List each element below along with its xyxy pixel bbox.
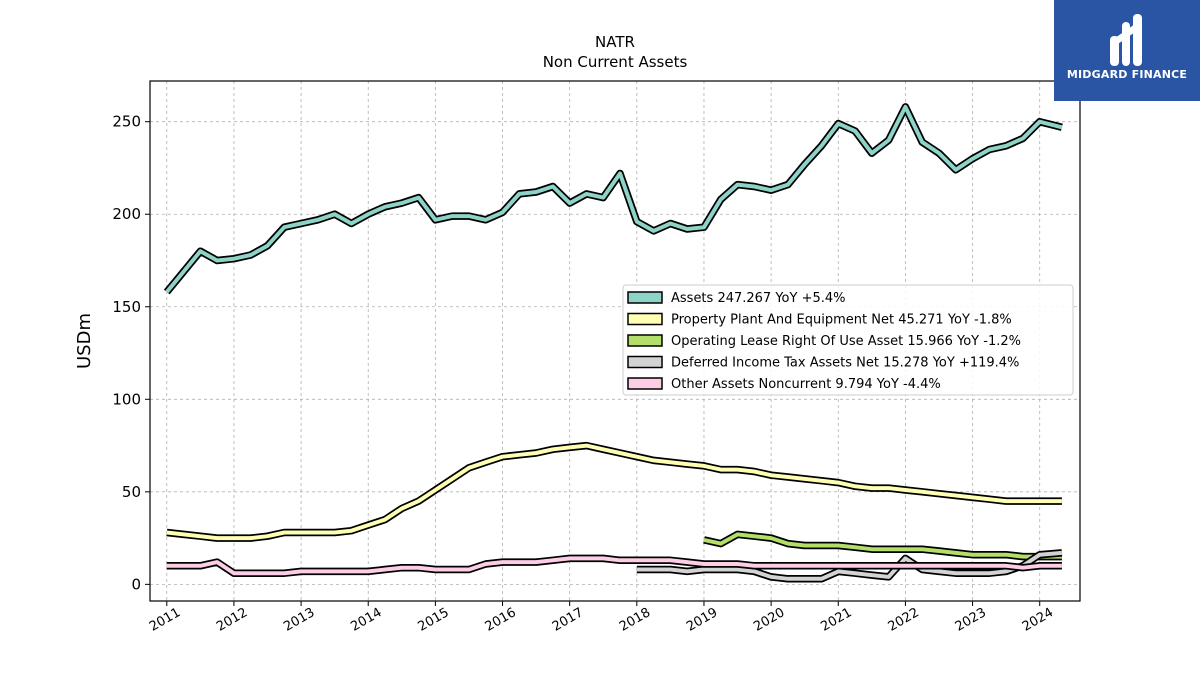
legend-swatch: [627, 377, 663, 390]
legend-entry: Assets 247.267 YoY +5.4%: [671, 291, 846, 306]
chart-title: NATR: [595, 33, 635, 51]
legend-entry: Operating Lease Right Of Use Asset 15.96…: [671, 334, 1021, 349]
legend-entry: Property Plant And Equipment Net 45.271 …: [671, 313, 1012, 328]
x-tick-label: 2023: [953, 605, 989, 635]
legend-swatch: [627, 334, 663, 347]
x-tick-label: 2014: [348, 605, 384, 635]
y-tick-label: 100: [112, 390, 141, 408]
series-lines: [163, 103, 1063, 583]
series-line-2: [703, 532, 1062, 559]
legend-entry: Other Assets Noncurrent 9.794 YoY -4.4%: [671, 377, 941, 392]
series-line-3: [636, 550, 1063, 581]
series-outline-0: [163, 103, 1063, 295]
plot-frame: [149, 80, 1081, 602]
legend: Assets 247.267 YoY +5.4% Property Plant A…: [622, 284, 1074, 396]
legend-swatch: [627, 312, 663, 326]
x-tick-label: 2011: [147, 605, 183, 635]
x-tick-label: 2020: [751, 605, 787, 635]
brand-logo: MIDGARD FINANCE: [1054, 0, 1200, 101]
legend-entry: Deferred Income Tax Assets Net 15.278 Yo…: [671, 356, 1019, 371]
series-line-0: [165, 104, 1063, 294]
series-line-4: [166, 556, 1062, 576]
y-tick-label: 50: [122, 483, 141, 501]
x-tick-label: 2016: [483, 605, 519, 635]
series-line-1: [166, 443, 1062, 541]
x-tick-label: 2024: [1020, 605, 1056, 635]
y-tick-label: 150: [112, 298, 141, 316]
y-tick-label: 200: [112, 205, 141, 223]
chart-subtitle: Non Current Assets: [543, 53, 688, 71]
x-tick-label: 2013: [281, 605, 317, 635]
brand-mark-icon: [1110, 14, 1142, 66]
y-tick-label: 0: [131, 575, 141, 593]
legend-swatch: [627, 291, 663, 304]
legend-swatch: [627, 355, 663, 369]
brand-name: MIDGARD FINANCE: [1066, 68, 1188, 81]
legend-frame: [622, 284, 1074, 396]
x-tick-label: 2021: [818, 605, 854, 635]
x-tick-label: 2022: [886, 605, 922, 635]
x-tick-label: 2012: [214, 605, 250, 635]
y-tick-label: 250: [112, 113, 141, 131]
x-tick-label: 2015: [416, 605, 452, 635]
x-tick-label: 2018: [617, 605, 653, 635]
x-tick-label: 2017: [550, 605, 586, 635]
y-axis-label: USDm: [74, 313, 95, 369]
x-tick-label: 2019: [684, 605, 720, 635]
